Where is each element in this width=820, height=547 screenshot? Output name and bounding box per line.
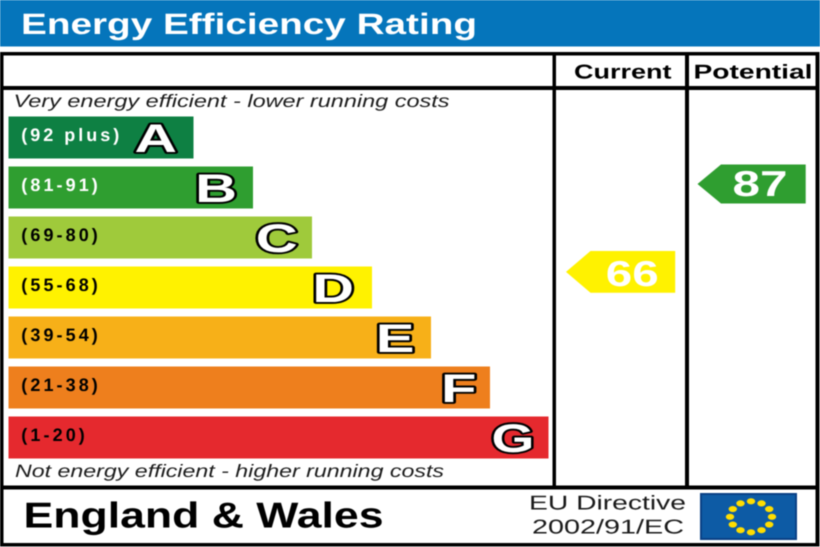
svg-text:F: F <box>441 367 476 411</box>
svg-text:66: 66 <box>606 253 659 294</box>
svg-text:(55-68): (55-68) <box>21 275 98 295</box>
svg-text:87: 87 <box>733 163 788 204</box>
svg-text:B: B <box>195 167 237 211</box>
svg-text:Energy Efficiency Rating: Energy Efficiency Rating <box>21 8 477 41</box>
svg-text:E: E <box>376 317 415 361</box>
svg-text:(21-38): (21-38) <box>21 375 98 395</box>
svg-text:(92 plus): (92 plus) <box>21 125 119 145</box>
svg-text:(39-54): (39-54) <box>21 325 98 345</box>
svg-text:Potential: Potential <box>694 62 813 84</box>
svg-text:D: D <box>312 267 354 311</box>
svg-text:A: A <box>135 117 177 161</box>
svg-text:EU Directive: EU Directive <box>529 493 686 515</box>
svg-text:England & Wales: England & Wales <box>24 495 384 536</box>
svg-text:2002/91/EC: 2002/91/EC <box>532 517 684 539</box>
svg-text:Not energy efficient - higher: Not energy efficient - higher running co… <box>15 461 444 481</box>
svg-text:C: C <box>256 217 298 261</box>
svg-text:G: G <box>491 417 534 461</box>
svg-text:Current: Current <box>574 62 672 84</box>
svg-text:(69-80): (69-80) <box>21 225 98 245</box>
svg-text:(1-20): (1-20) <box>21 425 85 445</box>
svg-text:Very energy efficient - lower: Very energy efficient - lower running co… <box>14 91 450 111</box>
svg-text:(81-91): (81-91) <box>21 175 98 195</box>
